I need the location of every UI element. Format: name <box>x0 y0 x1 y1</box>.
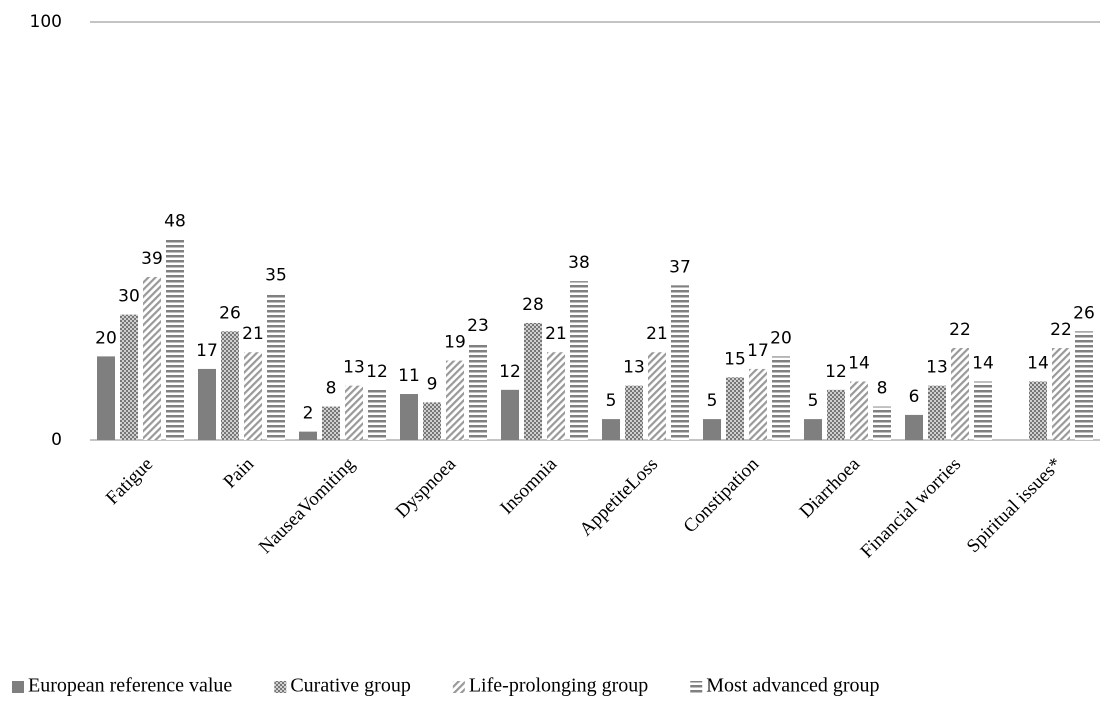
data-label: 12 <box>499 362 521 382</box>
data-label: 21 <box>242 324 264 344</box>
bar <box>804 419 822 440</box>
bar <box>1052 348 1070 440</box>
data-label: 13 <box>623 358 645 378</box>
legend-label: European reference value <box>28 675 232 697</box>
data-label: 48 <box>164 211 186 231</box>
x-tick-label: Insomnia <box>496 453 561 518</box>
data-label: 35 <box>265 266 287 286</box>
bar <box>267 293 285 440</box>
bar <box>827 389 845 440</box>
bar <box>166 239 184 440</box>
data-label: 26 <box>1073 303 1095 323</box>
x-tick-label: Constipation <box>680 453 764 537</box>
bar <box>244 352 262 440</box>
x-tick-label: Financial worries <box>857 454 965 562</box>
bar <box>648 352 666 440</box>
data-label: 13 <box>926 358 948 378</box>
bar <box>299 431 317 440</box>
bar <box>928 385 946 440</box>
bar <box>97 356 115 440</box>
bar <box>1075 331 1093 440</box>
bar <box>501 389 519 440</box>
data-label: 14 <box>848 353 870 373</box>
bar <box>198 368 216 440</box>
data-label: 12 <box>366 362 388 382</box>
x-tick-label: Pain <box>219 453 258 492</box>
bar <box>446 360 464 440</box>
legend-label: Curative group <box>290 675 411 697</box>
x-tick-label: Fatigue <box>102 454 157 509</box>
bar <box>850 381 868 440</box>
x-tick-label: Dyspnoea <box>392 453 461 522</box>
data-label: 26 <box>219 303 241 323</box>
data-label: 22 <box>949 320 971 340</box>
legend-label: Life-prolonging group <box>469 675 648 697</box>
data-label: 12 <box>825 362 847 382</box>
data-label: 22 <box>1050 320 1072 340</box>
bar <box>951 348 969 440</box>
data-label: 19 <box>444 333 466 353</box>
legend-swatch <box>452 681 465 693</box>
bar <box>322 406 340 440</box>
data-label: 15 <box>724 349 746 369</box>
bar <box>423 402 441 440</box>
data-label: 30 <box>118 287 140 307</box>
legend-swatch <box>690 681 703 693</box>
legend-swatch <box>274 681 287 693</box>
data-label: 39 <box>141 249 163 269</box>
x-tick-label: AppetiteLoss <box>576 454 662 540</box>
bar <box>469 343 487 440</box>
data-label: 8 <box>877 379 888 399</box>
data-label: 38 <box>568 253 590 273</box>
data-label: 8 <box>326 379 337 399</box>
bar <box>345 385 363 440</box>
y-tick-label: 100 <box>30 12 62 32</box>
data-label: 6 <box>909 387 920 407</box>
data-label: 37 <box>669 257 691 277</box>
data-label: 20 <box>770 328 792 348</box>
x-tick-label: Spiritual issues* <box>963 454 1066 557</box>
bar <box>749 368 767 440</box>
bar <box>400 394 418 440</box>
bar <box>625 385 643 440</box>
data-label: 5 <box>707 391 718 411</box>
data-label: 28 <box>522 295 544 315</box>
bar <box>726 377 744 440</box>
bar <box>368 389 386 440</box>
legend-label: Most advanced group <box>706 675 879 697</box>
bar <box>905 414 923 440</box>
data-label: 14 <box>972 353 994 373</box>
bar <box>873 406 891 440</box>
data-label: 5 <box>606 391 617 411</box>
bar <box>143 276 161 440</box>
legend-swatch <box>12 681 24 693</box>
bar <box>671 285 689 440</box>
data-label: 17 <box>747 341 769 361</box>
bar <box>221 331 239 440</box>
bar <box>1029 381 1047 440</box>
x-tick-label: Diarrhoea <box>796 453 865 522</box>
data-label: 13 <box>343 358 365 378</box>
data-label: 21 <box>545 324 567 344</box>
data-label: 23 <box>467 316 489 336</box>
bar <box>524 322 542 440</box>
data-label: 5 <box>808 391 819 411</box>
x-tick-label: NauseaVomiting <box>255 453 360 558</box>
bar <box>703 419 721 440</box>
data-label: 11 <box>398 366 420 386</box>
data-label: 20 <box>95 328 117 348</box>
bar <box>772 356 790 440</box>
data-label: 2 <box>303 404 314 424</box>
data-label: 9 <box>427 374 438 394</box>
bar <box>974 381 992 440</box>
data-label: 17 <box>196 341 218 361</box>
bar <box>570 281 588 440</box>
bar <box>602 419 620 440</box>
data-label: 14 <box>1027 353 1049 373</box>
y-tick-label: 0 <box>51 430 62 450</box>
bar <box>120 314 138 440</box>
bar <box>547 352 565 440</box>
data-label: 21 <box>646 324 668 344</box>
